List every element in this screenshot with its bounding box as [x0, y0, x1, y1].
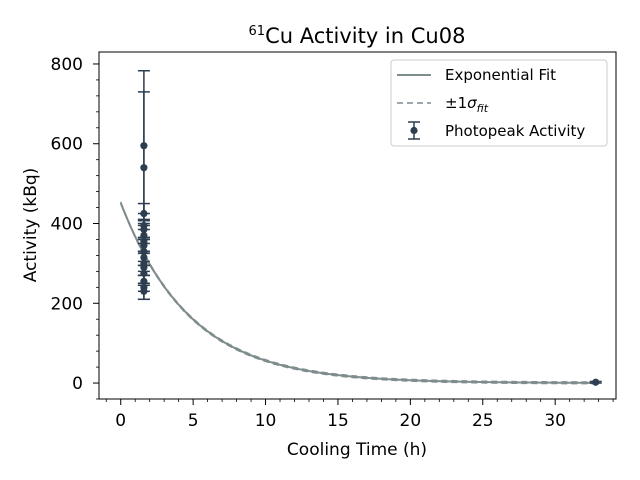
- legend-uncertainty-symbol: σ: [467, 94, 477, 112]
- legend-uncertainty-subscript: fit: [477, 102, 489, 115]
- point-marker: [592, 378, 600, 386]
- legend-uncertainty-prefix: ±1: [445, 94, 467, 112]
- x-tick-label-5: 5: [188, 411, 199, 431]
- legend-points-swatch: [408, 121, 420, 140]
- chart-title: 61Cu Activity in Cu08: [249, 24, 466, 48]
- x-tick-label-25: 25: [472, 411, 494, 431]
- legend-points-label: Photopeak Activity: [445, 122, 585, 140]
- axes-frame: [98, 51, 617, 400]
- plot-area: [119, 69, 602, 386]
- y-tick-label-800: 800: [51, 55, 83, 75]
- y-tick-label-400: 400: [51, 215, 83, 235]
- legend-uncertainty-label: ±1σfit: [445, 94, 489, 115]
- y-tick-label-600: 600: [51, 135, 83, 155]
- x-axis-label: Cooling Time (h): [287, 440, 427, 460]
- x-axis-ticks: 0 5 10 15 20 25 30: [105, 399, 614, 431]
- title-isotope-superscript: 61: [249, 24, 266, 39]
- uncertainty-band-lower: [120, 201, 599, 383]
- y-axis-label: Activity (kBq): [21, 168, 41, 283]
- y-tick-label-0: 0: [72, 374, 83, 394]
- x-tick-label-0: 0: [115, 411, 126, 431]
- legend-box: [390, 59, 608, 147]
- x-tick-label-20: 20: [400, 411, 422, 431]
- x-tick-label-10: 10: [255, 411, 277, 431]
- uncertainty-band-upper: [120, 203, 599, 385]
- title-main-text: Cu Activity in Cu08: [265, 24, 465, 48]
- y-axis-ticks: 0 200 400 600 800: [51, 55, 99, 400]
- data-point-16: [589, 378, 602, 386]
- data-point-15: [137, 282, 150, 301]
- fit-curve: [119, 202, 599, 384]
- legend: Exponential Fit ±1σfit Photopeak Activit…: [390, 59, 608, 147]
- point-marker: [140, 164, 148, 172]
- legend-fit-label: Exponential Fit: [445, 66, 556, 84]
- point-marker: [140, 287, 148, 295]
- x-tick-label-15: 15: [327, 411, 349, 431]
- y-tick-label-200: 200: [51, 294, 83, 314]
- x-tick-label-30: 30: [544, 411, 566, 431]
